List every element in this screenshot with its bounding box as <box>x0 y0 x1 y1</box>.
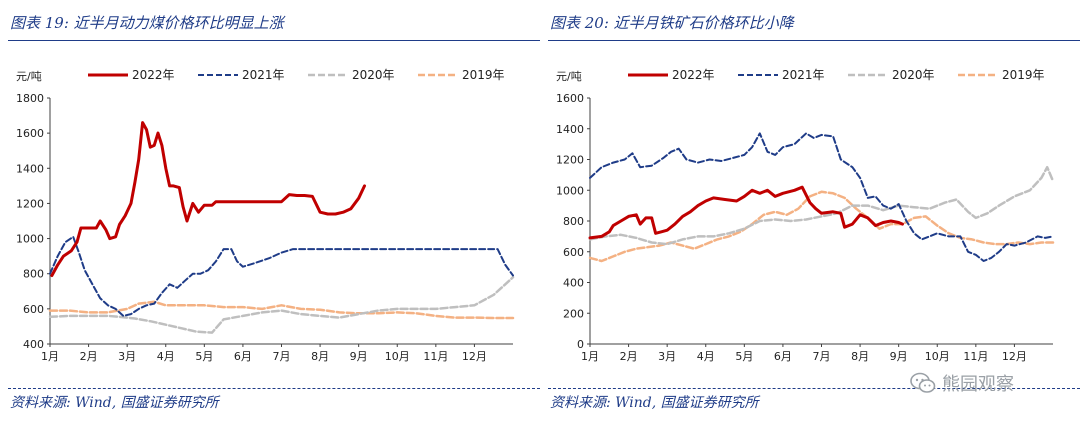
y-tick-label-4: 1200 <box>16 197 44 210</box>
y-tick-label-5: 1400 <box>16 162 44 175</box>
iron-ore-price-chart: 元/吨 2022年 2021年 2020年 2019年 0 200 400 600 800 1000… <box>556 68 1055 363</box>
watermark-text: 熊园观察 <box>942 374 1014 395</box>
x-tick-label-6: 7月 <box>273 350 291 363</box>
y-tick-label-6: 1200 <box>556 154 584 167</box>
chart-panel-left: 图表 19: 近半月动力煤价格环比明显上涨 元/吨 2022年 2021年 2020年… <box>8 0 540 433</box>
x-tick-label-1: 2月 <box>620 350 638 363</box>
x-tick-label-7: 8月 <box>311 350 329 363</box>
x-tick-label-3: 4月 <box>697 350 715 363</box>
wechat-icon <box>910 372 936 393</box>
x-tick-label-6: 7月 <box>813 350 831 363</box>
y-tick-label-2: 800 <box>23 268 44 281</box>
x-tick-label-11: 12月 <box>462 350 487 363</box>
y-tick-label-1: 200 <box>563 307 584 320</box>
legend-label-3: 2019年 <box>462 68 505 82</box>
series-line-2 <box>588 165 1055 246</box>
x-tick-label-4: 5月 <box>735 350 753 363</box>
source-divider <box>8 388 540 389</box>
chart-title: 图表 19: 近半月动力煤价格环比明显上涨 <box>10 14 284 32</box>
coal-price-chart: 元/吨 2022年 2021年 2020年 2019年 400 600 800 1000 1200… <box>16 68 515 363</box>
x-tick-label-10: 11月 <box>423 350 448 363</box>
x-tick-label-3: 4月 <box>157 350 175 363</box>
y-tick-label-1: 600 <box>23 303 44 316</box>
series-line-3 <box>48 300 515 320</box>
source-note: 资料来源: Wind, 国盛证券研究所 <box>550 395 759 411</box>
legend-label-2: 2020年 <box>352 68 395 82</box>
x-tick-label-11: 12月 <box>1002 350 1027 363</box>
y-tick-label-7: 1800 <box>16 92 44 105</box>
series-line-2 <box>48 275 515 334</box>
source-divider <box>548 388 1080 389</box>
x-tick-label-7: 8月 <box>851 350 869 363</box>
series-line-0 <box>50 121 366 277</box>
x-tick-label-0: 1月 <box>581 350 599 363</box>
y-tick-label-6: 1600 <box>16 127 44 140</box>
y-tick-label-3: 1000 <box>16 233 44 246</box>
series-line-1 <box>49 235 514 317</box>
y-tick-label-4: 800 <box>563 215 584 228</box>
x-tick-label-2: 3月 <box>118 350 136 363</box>
y-axis-unit: 元/吨 <box>16 70 42 83</box>
x-tick-label-8: 9月 <box>890 350 908 363</box>
legend-label-1: 2021年 <box>242 68 285 82</box>
legend-label-1: 2021年 <box>782 68 825 82</box>
x-tick-label-9: 10月 <box>385 350 410 363</box>
y-tick-label-2: 400 <box>563 277 584 290</box>
legend-label-3: 2019年 <box>1002 68 1045 82</box>
series-line-0 <box>588 185 904 240</box>
x-tick-label-4: 5月 <box>195 350 213 363</box>
title-divider <box>548 40 1080 41</box>
x-tick-label-2: 3月 <box>658 350 676 363</box>
y-tick-label-0: 0 <box>577 338 584 351</box>
y-tick-label-3: 600 <box>563 246 584 259</box>
y-tick-label-7: 1400 <box>556 123 584 136</box>
x-tick-label-5: 6月 <box>234 350 252 363</box>
y-axis-unit: 元/吨 <box>556 70 582 83</box>
y-tick-label-5: 1000 <box>556 184 584 197</box>
x-tick-label-5: 6月 <box>774 350 792 363</box>
chart-title: 图表 20: 近半月铁矿石价格环比小降 <box>550 14 794 32</box>
x-tick-label-0: 1月 <box>41 350 59 363</box>
series-line-3 <box>588 190 1055 263</box>
y-tick-label-0: 400 <box>23 338 44 351</box>
legend-label-0: 2022年 <box>672 68 715 82</box>
title-divider <box>8 40 540 41</box>
legend-label-2: 2020年 <box>892 68 935 82</box>
x-tick-label-9: 10月 <box>925 350 950 363</box>
x-tick-label-1: 2月 <box>80 350 98 363</box>
x-tick-label-10: 11月 <box>963 350 988 363</box>
y-tick-label-8: 1600 <box>556 92 584 105</box>
series-line-1 <box>589 132 1054 262</box>
watermark: 熊园观察 <box>910 370 1014 396</box>
chart-panel-right: 图表 20: 近半月铁矿石价格环比小降 元/吨 2022年 2021年 2020年 20… <box>548 0 1080 433</box>
x-tick-label-8: 9月 <box>350 350 368 363</box>
source-note: 资料来源: Wind, 国盛证券研究所 <box>10 395 219 411</box>
legend-label-0: 2022年 <box>132 68 175 82</box>
